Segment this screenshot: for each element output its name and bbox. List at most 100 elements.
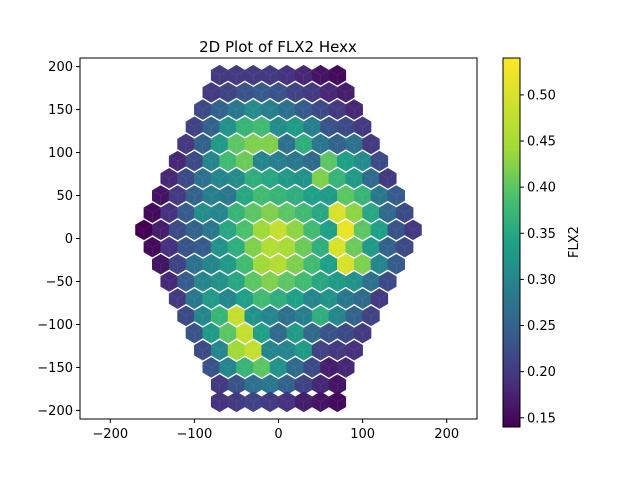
hex-cell-edge	[387, 259, 405, 275]
hex-cell-edge	[278, 104, 296, 120]
hex-cell	[328, 391, 347, 413]
hex-cell-edge	[143, 207, 161, 223]
hex-cell-edge	[194, 276, 212, 292]
hex-cell-edge	[227, 70, 245, 86]
hex-cell-edge	[244, 276, 262, 292]
hex-cell-edge	[328, 241, 346, 258]
hex-cell-edge	[295, 70, 313, 86]
hex-cell-edge	[379, 276, 397, 292]
hex-cell-edge	[312, 70, 330, 86]
hex-cell-edge	[227, 241, 245, 258]
colorbar-frame	[502, 57, 521, 428]
hex-cell-edge	[160, 241, 178, 258]
hex-cell-edge	[269, 190, 288, 206]
plot-area: −200 −100 0 100 200 −200 −150 −100 −50 0 50 100 150…	[37, 57, 478, 442]
hex-cell-edge	[169, 293, 187, 309]
hex-cell-edge	[303, 121, 321, 137]
hex-cell-edge	[362, 310, 380, 326]
hex-cell-edge	[295, 241, 313, 258]
hex-cell-edge	[370, 224, 388, 240]
hex-cell-edge	[185, 259, 203, 275]
hex-cell-edge	[345, 173, 363, 189]
colorbar-tick-label: 0.25	[527, 319, 556, 334]
hex-cell-edge	[286, 121, 304, 137]
hex-cell-edge	[312, 138, 330, 154]
hex-cell-edge	[320, 327, 338, 343]
hex-cell-edge	[286, 190, 304, 206]
hex-cell-edge	[295, 345, 313, 361]
hex-cell-edge	[312, 396, 330, 412]
hex-cell-edge	[278, 70, 296, 86]
hex-cell-edge	[303, 155, 321, 172]
hex-cell-edge	[320, 121, 338, 137]
hex-cell	[395, 202, 414, 223]
hex-cell-edge	[219, 259, 237, 275]
colorbar-tick-label: 0.45	[527, 135, 556, 150]
hex-cell-edge	[337, 155, 355, 172]
hex-cell-edge	[312, 104, 330, 120]
hex-cell-edge	[379, 241, 397, 258]
hex-cell-edge	[303, 87, 321, 103]
hex-cell-edge	[236, 87, 254, 103]
hex-cell-edge	[253, 190, 271, 206]
y-tick-label: −200	[37, 404, 73, 419]
hex-cell-edge	[185, 327, 203, 343]
hex-cell-edge	[202, 293, 220, 309]
hex-cell	[404, 219, 422, 241]
hex-cell-edge	[194, 207, 212, 223]
hex-cell-edge	[253, 293, 271, 309]
hex-cell-edge	[211, 138, 229, 154]
hex-cell-edge	[236, 190, 254, 206]
y-tick-label: −100	[37, 318, 73, 333]
hex-cell-edge	[295, 207, 313, 223]
hex-cell-edge	[320, 293, 338, 309]
hex-cell-edge	[236, 259, 254, 275]
y-axis: −200 −150 −100 −50 0 50 100 150 200	[37, 60, 80, 419]
hex-cell-edge	[337, 293, 355, 309]
hex-cell-edge	[211, 173, 229, 189]
x-tick-label: 200	[434, 427, 459, 442]
hex-cell-edge	[244, 104, 262, 120]
hex-cell-edge	[320, 224, 338, 240]
hex-cell-edge	[337, 362, 355, 378]
hex-cell-edge	[152, 224, 170, 240]
hex-cell-edge	[312, 345, 330, 361]
y-tick-label: 50	[56, 189, 73, 204]
colorbar-tick-label: 0.15	[527, 411, 556, 426]
colorbar: 0.15 0.20 0.25 0.30 0.35 0.40 0.45 0.50 FLX2	[502, 57, 582, 428]
hex-cell-edge	[211, 310, 229, 326]
x-tick-label: 0	[274, 427, 282, 442]
hex-cell-edge	[169, 259, 187, 275]
hex-cell-edge	[185, 293, 203, 309]
hex-cell-edge	[261, 104, 279, 120]
hex-cell-edge	[286, 293, 304, 309]
hex-cell-edge	[337, 259, 355, 275]
hex-cell-edge	[345, 276, 363, 292]
hex-cell-edge	[236, 155, 254, 172]
hex-cell-edge	[303, 190, 321, 206]
y-tick-label: 0	[65, 232, 73, 247]
hex-cell-edge	[337, 190, 355, 206]
hex-cell-edge	[269, 155, 288, 172]
hex-cell-edge	[396, 207, 414, 223]
hex-cell-edge	[227, 104, 245, 120]
hex-cell-edge	[211, 70, 229, 86]
hex-cell-edge	[328, 276, 346, 292]
hex-cell-edge	[337, 121, 355, 137]
hex-cell-edge	[269, 362, 288, 378]
hex-cell-edge	[370, 190, 388, 206]
hex-cell-edge	[370, 155, 388, 172]
hex-cell-edge	[328, 396, 346, 412]
hex-cell-edge	[185, 190, 203, 206]
hex-cell-edge	[295, 173, 313, 189]
hex-cell	[328, 374, 347, 395]
hex-cell-edge	[404, 224, 422, 240]
hex-cell-edge	[244, 173, 262, 189]
hex-cell-edge	[396, 241, 414, 258]
colorbar-label: FLX2	[567, 226, 582, 258]
hex-cell-edge	[303, 259, 321, 275]
hex-cell-edge	[345, 207, 363, 223]
hex-cell-edge	[236, 121, 254, 137]
hex-cell-edge	[286, 87, 304, 103]
hex-cell-edge	[328, 207, 346, 223]
